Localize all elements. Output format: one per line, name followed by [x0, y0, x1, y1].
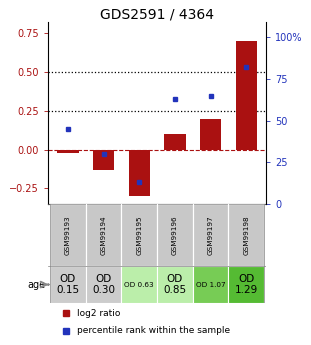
Bar — [57, 149, 79, 152]
Bar — [50, 266, 86, 303]
Bar — [235, 41, 257, 149]
Text: OD
0.85: OD 0.85 — [163, 274, 187, 295]
Title: GDS2591 / 4364: GDS2591 / 4364 — [100, 7, 214, 21]
Bar — [50, 204, 86, 266]
Text: GSM99198: GSM99198 — [243, 215, 249, 255]
Text: GSM99195: GSM99195 — [136, 215, 142, 255]
Text: log2 ratio: log2 ratio — [77, 309, 120, 318]
Bar — [128, 149, 150, 196]
Text: GSM99193: GSM99193 — [65, 215, 71, 255]
Text: GSM99197: GSM99197 — [207, 215, 214, 255]
Bar — [229, 204, 264, 266]
Text: OD
1.29: OD 1.29 — [235, 274, 258, 295]
Text: OD
0.15: OD 0.15 — [56, 274, 79, 295]
Bar — [86, 266, 121, 303]
Bar — [157, 266, 193, 303]
Bar — [93, 149, 114, 170]
Bar — [121, 204, 157, 266]
Text: GSM99194: GSM99194 — [100, 215, 107, 255]
Bar — [200, 119, 221, 149]
Bar — [193, 204, 229, 266]
Text: OD 0.63: OD 0.63 — [124, 282, 154, 288]
Bar — [157, 204, 193, 266]
Bar — [193, 266, 229, 303]
Text: OD
0.30: OD 0.30 — [92, 274, 115, 295]
Bar — [86, 204, 121, 266]
Bar — [164, 134, 186, 149]
Text: GSM99196: GSM99196 — [172, 215, 178, 255]
Text: OD 1.07: OD 1.07 — [196, 282, 225, 288]
Text: percentile rank within the sample: percentile rank within the sample — [77, 326, 230, 335]
Bar — [121, 266, 157, 303]
Bar — [229, 266, 264, 303]
Text: age: age — [28, 279, 46, 289]
